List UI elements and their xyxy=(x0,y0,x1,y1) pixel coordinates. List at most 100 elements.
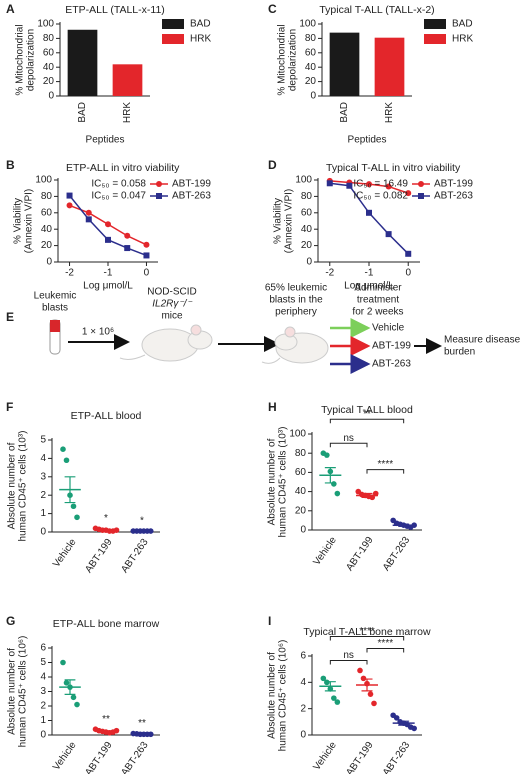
comparison-label: **** xyxy=(378,459,394,470)
y-tick-label: 60 xyxy=(301,207,313,218)
legend-label: ABT-263 xyxy=(172,191,211,202)
x-tick-label: -1 xyxy=(104,268,113,279)
y-tick-label: 5 xyxy=(40,435,46,446)
y-tick-label: 80 xyxy=(301,191,313,202)
x-tick-label: BAD xyxy=(77,102,88,123)
mouse xyxy=(261,326,329,364)
dot xyxy=(411,725,417,732)
y-tick-label: 100 xyxy=(289,429,306,440)
significance: ** xyxy=(138,718,146,729)
y-tick-label: 1 xyxy=(40,715,46,726)
annotation: IC₅₀ = 0.047 xyxy=(91,191,146,202)
dot xyxy=(334,699,341,705)
y-axis-label: % Mitochondrial xyxy=(277,24,288,95)
chart-title: Typical T-ALL (TALL-x-2) xyxy=(319,4,434,16)
y-tick-label: 0 xyxy=(300,730,306,741)
dot xyxy=(70,503,77,510)
y-tick-label: 20 xyxy=(305,76,317,87)
y-tick-label: 60 xyxy=(41,207,53,218)
point xyxy=(143,241,150,248)
y-tick-label: 0 xyxy=(46,257,52,268)
point xyxy=(85,216,92,223)
y-tick-label: 0 xyxy=(310,91,316,102)
legend-label: HRK xyxy=(190,34,211,45)
chart-title: ETP-ALL blood xyxy=(71,410,142,422)
dot xyxy=(357,667,363,674)
y-tick-label: 20 xyxy=(41,240,53,251)
y-tick-label: 40 xyxy=(43,62,55,73)
dot xyxy=(371,700,377,707)
y-tick-label: 3 xyxy=(40,471,46,482)
y-axis-label: Absolute number of xyxy=(7,648,18,735)
treatment-label: for 2 weeks xyxy=(352,307,403,318)
y-axis-label: human CD45⁺ cells (10³) xyxy=(278,427,289,538)
annotation: IC₅₀ = 0.058 xyxy=(91,179,146,190)
point xyxy=(385,231,392,238)
point xyxy=(405,190,412,197)
dot xyxy=(360,675,367,682)
point xyxy=(105,236,111,243)
y-tick-label: 100 xyxy=(299,19,316,30)
x-tick-label: ABT-263 xyxy=(381,740,413,774)
x-tick-label: -1 xyxy=(365,268,374,279)
sem-bar xyxy=(64,679,76,695)
y-tick-label: 100 xyxy=(295,175,312,186)
y-tick-label: 40 xyxy=(41,224,53,235)
x-tick-label: ABT-199 xyxy=(344,535,376,574)
comparison-bracket xyxy=(329,418,405,424)
x-axis-label: Peptides xyxy=(86,135,125,146)
bar xyxy=(329,32,360,96)
point xyxy=(326,180,333,187)
panel-letter: A xyxy=(6,2,15,16)
y-tick-label: 4 xyxy=(40,672,46,683)
x-axis-label: Log μmol/L xyxy=(83,281,133,292)
legend-swatch xyxy=(162,34,184,44)
y-tick-label: 80 xyxy=(295,448,307,459)
dot xyxy=(60,446,66,453)
y-axis-label: Absolute number of xyxy=(7,442,18,529)
comparison-bracket xyxy=(329,635,405,641)
y-tick-label: 60 xyxy=(43,47,55,58)
dot xyxy=(63,457,70,464)
y-axis-label: Absolute number of xyxy=(267,652,278,739)
x-tick-label: 0 xyxy=(144,268,150,279)
point xyxy=(143,252,150,259)
legend-marker xyxy=(418,181,424,187)
panel-letter: E xyxy=(6,310,14,324)
point xyxy=(105,221,111,228)
outcome-label: Measure disease xyxy=(444,335,520,346)
mice-label: IL2Rγ⁻/⁻ xyxy=(152,299,192,310)
arm-label: Vehicle xyxy=(372,323,405,334)
y-tick-label: 1 xyxy=(40,508,46,519)
y-axis-label: (Annexin V/PI) xyxy=(24,189,35,253)
periphery-label: blasts in the xyxy=(269,295,323,306)
periphery-label: 65% leukemic xyxy=(265,283,327,294)
dot xyxy=(70,694,77,701)
legend-label: HRK xyxy=(452,34,473,45)
y-tick-label: 80 xyxy=(305,33,317,44)
sem-bar xyxy=(361,492,373,498)
dot xyxy=(74,701,80,708)
y-tick-label: 2 xyxy=(40,701,46,712)
y-tick-label: 40 xyxy=(301,224,313,235)
point xyxy=(124,232,131,239)
comparison-label: **** xyxy=(378,638,394,649)
x-tick-label: Vehicle xyxy=(51,537,79,570)
legend-label: ABT-263 xyxy=(434,191,473,202)
comparison-bracket xyxy=(329,659,368,665)
x-axis-label: Log μmol/L xyxy=(344,281,394,292)
annotation: IC₅₀ = 16.49 xyxy=(353,179,408,190)
y-tick-label: 0 xyxy=(306,257,312,268)
y-tick-label: 0 xyxy=(40,730,46,741)
x-tick-label: ABT-263 xyxy=(381,535,413,574)
sem-bar xyxy=(398,720,410,726)
mice-label: NOD-SCID xyxy=(147,287,196,298)
y-tick-label: 40 xyxy=(305,62,317,73)
y-axis-label: (Annexin V/PI) xyxy=(284,189,295,253)
x-tick-label: -2 xyxy=(325,268,334,279)
point xyxy=(366,181,372,188)
x-tick-label: Vehicle xyxy=(311,535,339,568)
bar xyxy=(112,64,143,96)
legend-marker xyxy=(156,181,162,187)
